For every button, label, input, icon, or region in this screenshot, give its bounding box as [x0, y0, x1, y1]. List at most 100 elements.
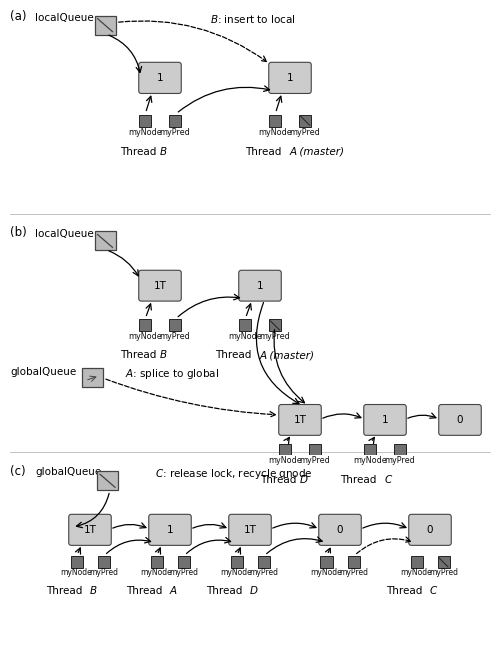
Text: myPred: myPred — [260, 332, 290, 341]
Text: $A$: splice to global: $A$: splice to global — [125, 367, 219, 381]
Text: globalQueue: globalQueue — [10, 367, 76, 377]
Text: B: B — [160, 350, 167, 361]
Text: Thread: Thread — [216, 350, 255, 361]
Text: $B$: insert to local: $B$: insert to local — [210, 12, 296, 25]
Text: 1T: 1T — [84, 525, 96, 535]
Text: myNode: myNode — [353, 456, 387, 465]
Text: $C$: release lock, recycle qnode: $C$: release lock, recycle qnode — [155, 467, 312, 481]
FancyBboxPatch shape — [169, 115, 181, 126]
Text: D: D — [250, 586, 258, 597]
FancyBboxPatch shape — [239, 270, 281, 301]
Text: (c): (c) — [10, 465, 26, 478]
FancyBboxPatch shape — [139, 270, 182, 301]
Text: myNode: myNode — [128, 332, 162, 341]
Text: 1T: 1T — [294, 415, 306, 425]
Text: Thread: Thread — [386, 586, 426, 597]
Text: Thread: Thread — [246, 146, 285, 157]
FancyBboxPatch shape — [319, 514, 361, 546]
Text: localQueue: localQueue — [35, 12, 94, 23]
FancyBboxPatch shape — [97, 471, 118, 490]
Text: Thread: Thread — [46, 586, 86, 597]
FancyBboxPatch shape — [439, 404, 481, 435]
FancyBboxPatch shape — [299, 115, 311, 126]
Text: myPred: myPred — [384, 456, 416, 465]
Text: myPred: myPred — [290, 128, 320, 137]
Text: A (master): A (master) — [260, 350, 315, 361]
Text: myNode: myNode — [268, 456, 302, 465]
Text: Thread: Thread — [126, 586, 166, 597]
Text: myNode: myNode — [220, 568, 252, 577]
Text: Thread: Thread — [340, 475, 380, 484]
Text: D: D — [300, 475, 308, 484]
Text: A: A — [170, 586, 177, 597]
Text: 1T: 1T — [244, 525, 256, 535]
Text: myPred: myPred — [160, 128, 190, 137]
FancyBboxPatch shape — [169, 319, 181, 332]
FancyBboxPatch shape — [82, 368, 103, 387]
Text: Thread: Thread — [120, 146, 160, 157]
FancyBboxPatch shape — [98, 557, 110, 568]
Text: 1: 1 — [166, 525, 173, 535]
Text: myNode: myNode — [140, 568, 172, 577]
Text: globalQueue: globalQueue — [35, 467, 101, 477]
FancyBboxPatch shape — [269, 63, 311, 94]
Text: myNode: myNode — [60, 568, 92, 577]
Text: myNode: myNode — [310, 568, 342, 577]
FancyBboxPatch shape — [269, 319, 281, 332]
Text: myPred: myPred — [429, 568, 458, 577]
Text: myPred: myPred — [300, 456, 330, 465]
Text: 1: 1 — [382, 415, 388, 425]
FancyBboxPatch shape — [320, 557, 332, 568]
Text: myPred: myPred — [160, 332, 190, 341]
Text: C: C — [385, 475, 392, 484]
Text: 1: 1 — [256, 281, 264, 291]
FancyBboxPatch shape — [230, 557, 242, 568]
FancyBboxPatch shape — [229, 514, 271, 546]
Text: (b): (b) — [10, 226, 27, 239]
FancyBboxPatch shape — [364, 444, 376, 456]
FancyBboxPatch shape — [364, 404, 406, 435]
FancyBboxPatch shape — [94, 232, 116, 250]
Text: myNode: myNode — [228, 332, 262, 341]
FancyBboxPatch shape — [150, 557, 162, 568]
Text: C: C — [430, 586, 437, 597]
Text: localQueue: localQueue — [35, 228, 94, 239]
Text: 1: 1 — [156, 73, 164, 83]
Text: myPred: myPred — [339, 568, 368, 577]
FancyBboxPatch shape — [139, 115, 151, 126]
Text: myPred: myPred — [169, 568, 198, 577]
Text: myPred: myPred — [249, 568, 278, 577]
FancyBboxPatch shape — [279, 404, 321, 435]
Text: 0: 0 — [427, 525, 433, 535]
FancyBboxPatch shape — [70, 557, 83, 568]
Text: 1T: 1T — [154, 281, 166, 291]
FancyBboxPatch shape — [239, 319, 251, 332]
Text: 1: 1 — [286, 73, 294, 83]
Text: myPred: myPred — [89, 568, 118, 577]
Text: (a): (a) — [10, 10, 26, 23]
Text: B: B — [160, 146, 167, 157]
FancyBboxPatch shape — [139, 319, 151, 332]
FancyBboxPatch shape — [279, 444, 291, 456]
FancyBboxPatch shape — [139, 63, 182, 94]
Text: 0: 0 — [456, 415, 463, 425]
Text: myNode: myNode — [128, 128, 162, 137]
FancyBboxPatch shape — [149, 514, 191, 546]
FancyBboxPatch shape — [348, 557, 360, 568]
FancyBboxPatch shape — [269, 115, 281, 126]
FancyBboxPatch shape — [69, 514, 111, 546]
Text: Thread: Thread — [120, 350, 160, 361]
Text: Thread: Thread — [260, 475, 300, 484]
FancyBboxPatch shape — [438, 557, 450, 568]
FancyBboxPatch shape — [394, 444, 406, 456]
Text: 0: 0 — [337, 525, 343, 535]
FancyBboxPatch shape — [94, 15, 116, 35]
FancyBboxPatch shape — [410, 557, 422, 568]
Text: myNode: myNode — [258, 128, 292, 137]
Text: B: B — [90, 586, 97, 597]
Text: myNode: myNode — [400, 568, 432, 577]
FancyBboxPatch shape — [258, 557, 270, 568]
Text: A (master): A (master) — [290, 146, 345, 157]
FancyBboxPatch shape — [408, 514, 451, 546]
Text: Thread: Thread — [206, 586, 246, 597]
